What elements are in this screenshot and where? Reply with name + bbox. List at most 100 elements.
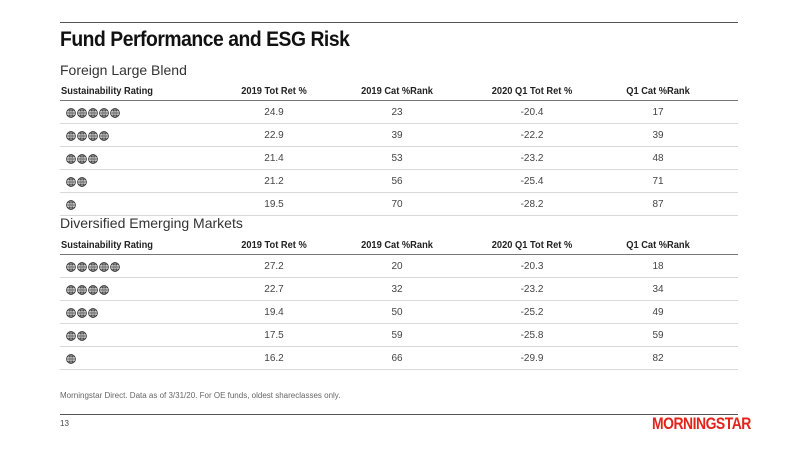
- cell-2020-q1-tot-ret: -25.4: [520, 176, 544, 187]
- cell-2020-q1-tot-ret: -20.3: [520, 261, 544, 272]
- globe-icon: [88, 128, 98, 141]
- cell-q1-cat-rank: 59: [652, 330, 664, 341]
- cell-q1-cat-rank: 82: [652, 353, 664, 364]
- sustainability-rating-globes: [66, 128, 109, 141]
- table-row: 27.2 20 -20.3 18: [60, 255, 738, 278]
- sustainability-rating-globes: [66, 105, 120, 118]
- cell-2020-q1-tot-ret: -22.2: [520, 130, 544, 141]
- table-row: 21.4 53 -23.2 48: [60, 147, 738, 170]
- cell-2019-cat-rank: 50: [391, 307, 403, 318]
- cell-2019-tot-ret: 22.9: [264, 130, 284, 141]
- morningstar-logo: MORNINGSTAR: [652, 414, 751, 433]
- globe-icon: [66, 282, 76, 295]
- cell-2020-q1-tot-ret: -29.9: [520, 353, 544, 364]
- globe-icon: [88, 151, 98, 164]
- cell-2019-cat-rank: 39: [391, 130, 403, 141]
- globe-icon: [88, 259, 98, 272]
- globe-icon: [66, 305, 76, 318]
- globe-icon: [77, 259, 87, 272]
- globe-icon: [110, 259, 120, 272]
- sustainability-rating-globes: [66, 197, 76, 210]
- sustainability-rating-globes: [66, 305, 98, 318]
- cell-q1-cat-rank: 17: [652, 107, 664, 118]
- globe-icon: [66, 328, 76, 341]
- header-sustainability-rating: Sustainability Rating: [61, 86, 153, 97]
- table-row: 19.4 50 -25.2 49: [60, 301, 738, 324]
- cell-2020-q1-tot-ret: -23.2: [520, 153, 544, 164]
- cell-2019-tot-ret: 21.2: [264, 176, 284, 187]
- table-header: Sustainability Rating 2019 Tot Ret % 201…: [60, 238, 738, 255]
- table-diversified-emerging-markets: Sustainability Rating 2019 Tot Ret % 201…: [60, 238, 738, 370]
- globe-icon: [66, 128, 76, 141]
- top-rule: [60, 22, 738, 23]
- table-row: 21.2 56 -25.4 71: [60, 170, 738, 193]
- cell-2019-tot-ret: 21.4: [264, 153, 284, 164]
- cell-2020-q1-tot-ret: -23.2: [520, 284, 544, 295]
- table-row: 16.2 66 -29.9 82: [60, 347, 738, 370]
- globe-icon: [99, 128, 109, 141]
- globe-icon: [77, 282, 87, 295]
- cell-q1-cat-rank: 39: [652, 130, 664, 141]
- globe-icon: [77, 328, 87, 341]
- globe-icon: [110, 105, 120, 118]
- cell-2019-tot-ret: 22.7: [264, 284, 284, 295]
- globe-icon: [88, 105, 98, 118]
- header-q1-cat-rank: Q1 Cat %Rank: [626, 240, 690, 251]
- section-title-diversified-emerging-markets: Diversified Emerging Markets: [60, 215, 243, 231]
- sustainability-rating-globes: [66, 351, 76, 364]
- cell-2019-tot-ret: 19.5: [264, 199, 284, 210]
- header-2019-tot-ret: 2019 Tot Ret %: [241, 240, 307, 251]
- header-q1-cat-rank: Q1 Cat %Rank: [626, 86, 690, 97]
- globe-icon: [77, 105, 87, 118]
- globe-icon: [66, 151, 76, 164]
- globe-icon: [88, 282, 98, 295]
- globe-icon: [66, 197, 76, 210]
- cell-2019-tot-ret: 17.5: [264, 330, 284, 341]
- cell-2019-cat-rank: 23: [391, 107, 403, 118]
- table-row: 22.9 39 -22.2 39: [60, 124, 738, 147]
- globe-icon: [77, 174, 87, 187]
- header-sustainability-rating: Sustainability Rating: [61, 240, 153, 251]
- cell-2019-cat-rank: 59: [391, 330, 403, 341]
- globe-icon: [66, 259, 76, 272]
- bottom-rule: [60, 414, 738, 415]
- table-row: 17.5 59 -25.8 59: [60, 324, 738, 347]
- table-row: 19.5 70 -28.2 87: [60, 193, 738, 216]
- header-2019-tot-ret: 2019 Tot Ret %: [241, 86, 307, 97]
- cell-2020-q1-tot-ret: -20.4: [520, 107, 544, 118]
- header-2019-cat-rank: 2019 Cat %Rank: [361, 240, 433, 251]
- globe-icon: [66, 174, 76, 187]
- cell-q1-cat-rank: 34: [652, 284, 664, 295]
- cell-2019-cat-rank: 32: [391, 284, 403, 295]
- sustainability-rating-globes: [66, 328, 87, 341]
- cell-2019-tot-ret: 27.2: [264, 261, 284, 272]
- cell-2019-tot-ret: 16.2: [264, 353, 284, 364]
- globe-icon: [77, 305, 87, 318]
- footnote: Morningstar Direct. Data as of 3/31/20. …: [60, 391, 341, 400]
- globe-icon: [88, 305, 98, 318]
- cell-2020-q1-tot-ret: -25.2: [520, 307, 544, 318]
- page-number: 13: [60, 419, 69, 428]
- table-row: 24.9 23 -20.4 17: [60, 101, 738, 124]
- cell-2019-tot-ret: 24.9: [264, 107, 284, 118]
- globe-icon: [99, 282, 109, 295]
- cell-q1-cat-rank: 18: [652, 261, 664, 272]
- cell-q1-cat-rank: 71: [652, 176, 664, 187]
- cell-2019-cat-rank: 56: [391, 176, 403, 187]
- sustainability-rating-globes: [66, 151, 98, 164]
- cell-q1-cat-rank: 48: [652, 153, 664, 164]
- table-foreign-large-blend: Sustainability Rating 2019 Tot Ret % 201…: [60, 84, 738, 216]
- cell-2019-tot-ret: 19.4: [264, 307, 284, 318]
- cell-2020-q1-tot-ret: -25.8: [520, 330, 544, 341]
- cell-2019-cat-rank: 53: [391, 153, 403, 164]
- sustainability-rating-globes: [66, 282, 109, 295]
- globe-icon: [99, 259, 109, 272]
- sustainability-rating-globes: [66, 259, 120, 272]
- cell-q1-cat-rank: 49: [652, 307, 664, 318]
- sustainability-rating-globes: [66, 174, 87, 187]
- cell-2019-cat-rank: 70: [391, 199, 403, 210]
- globe-icon: [66, 105, 76, 118]
- globe-icon: [66, 351, 76, 364]
- globe-icon: [77, 151, 87, 164]
- header-2020-q1-tot-ret: 2020 Q1 Tot Ret %: [491, 86, 573, 97]
